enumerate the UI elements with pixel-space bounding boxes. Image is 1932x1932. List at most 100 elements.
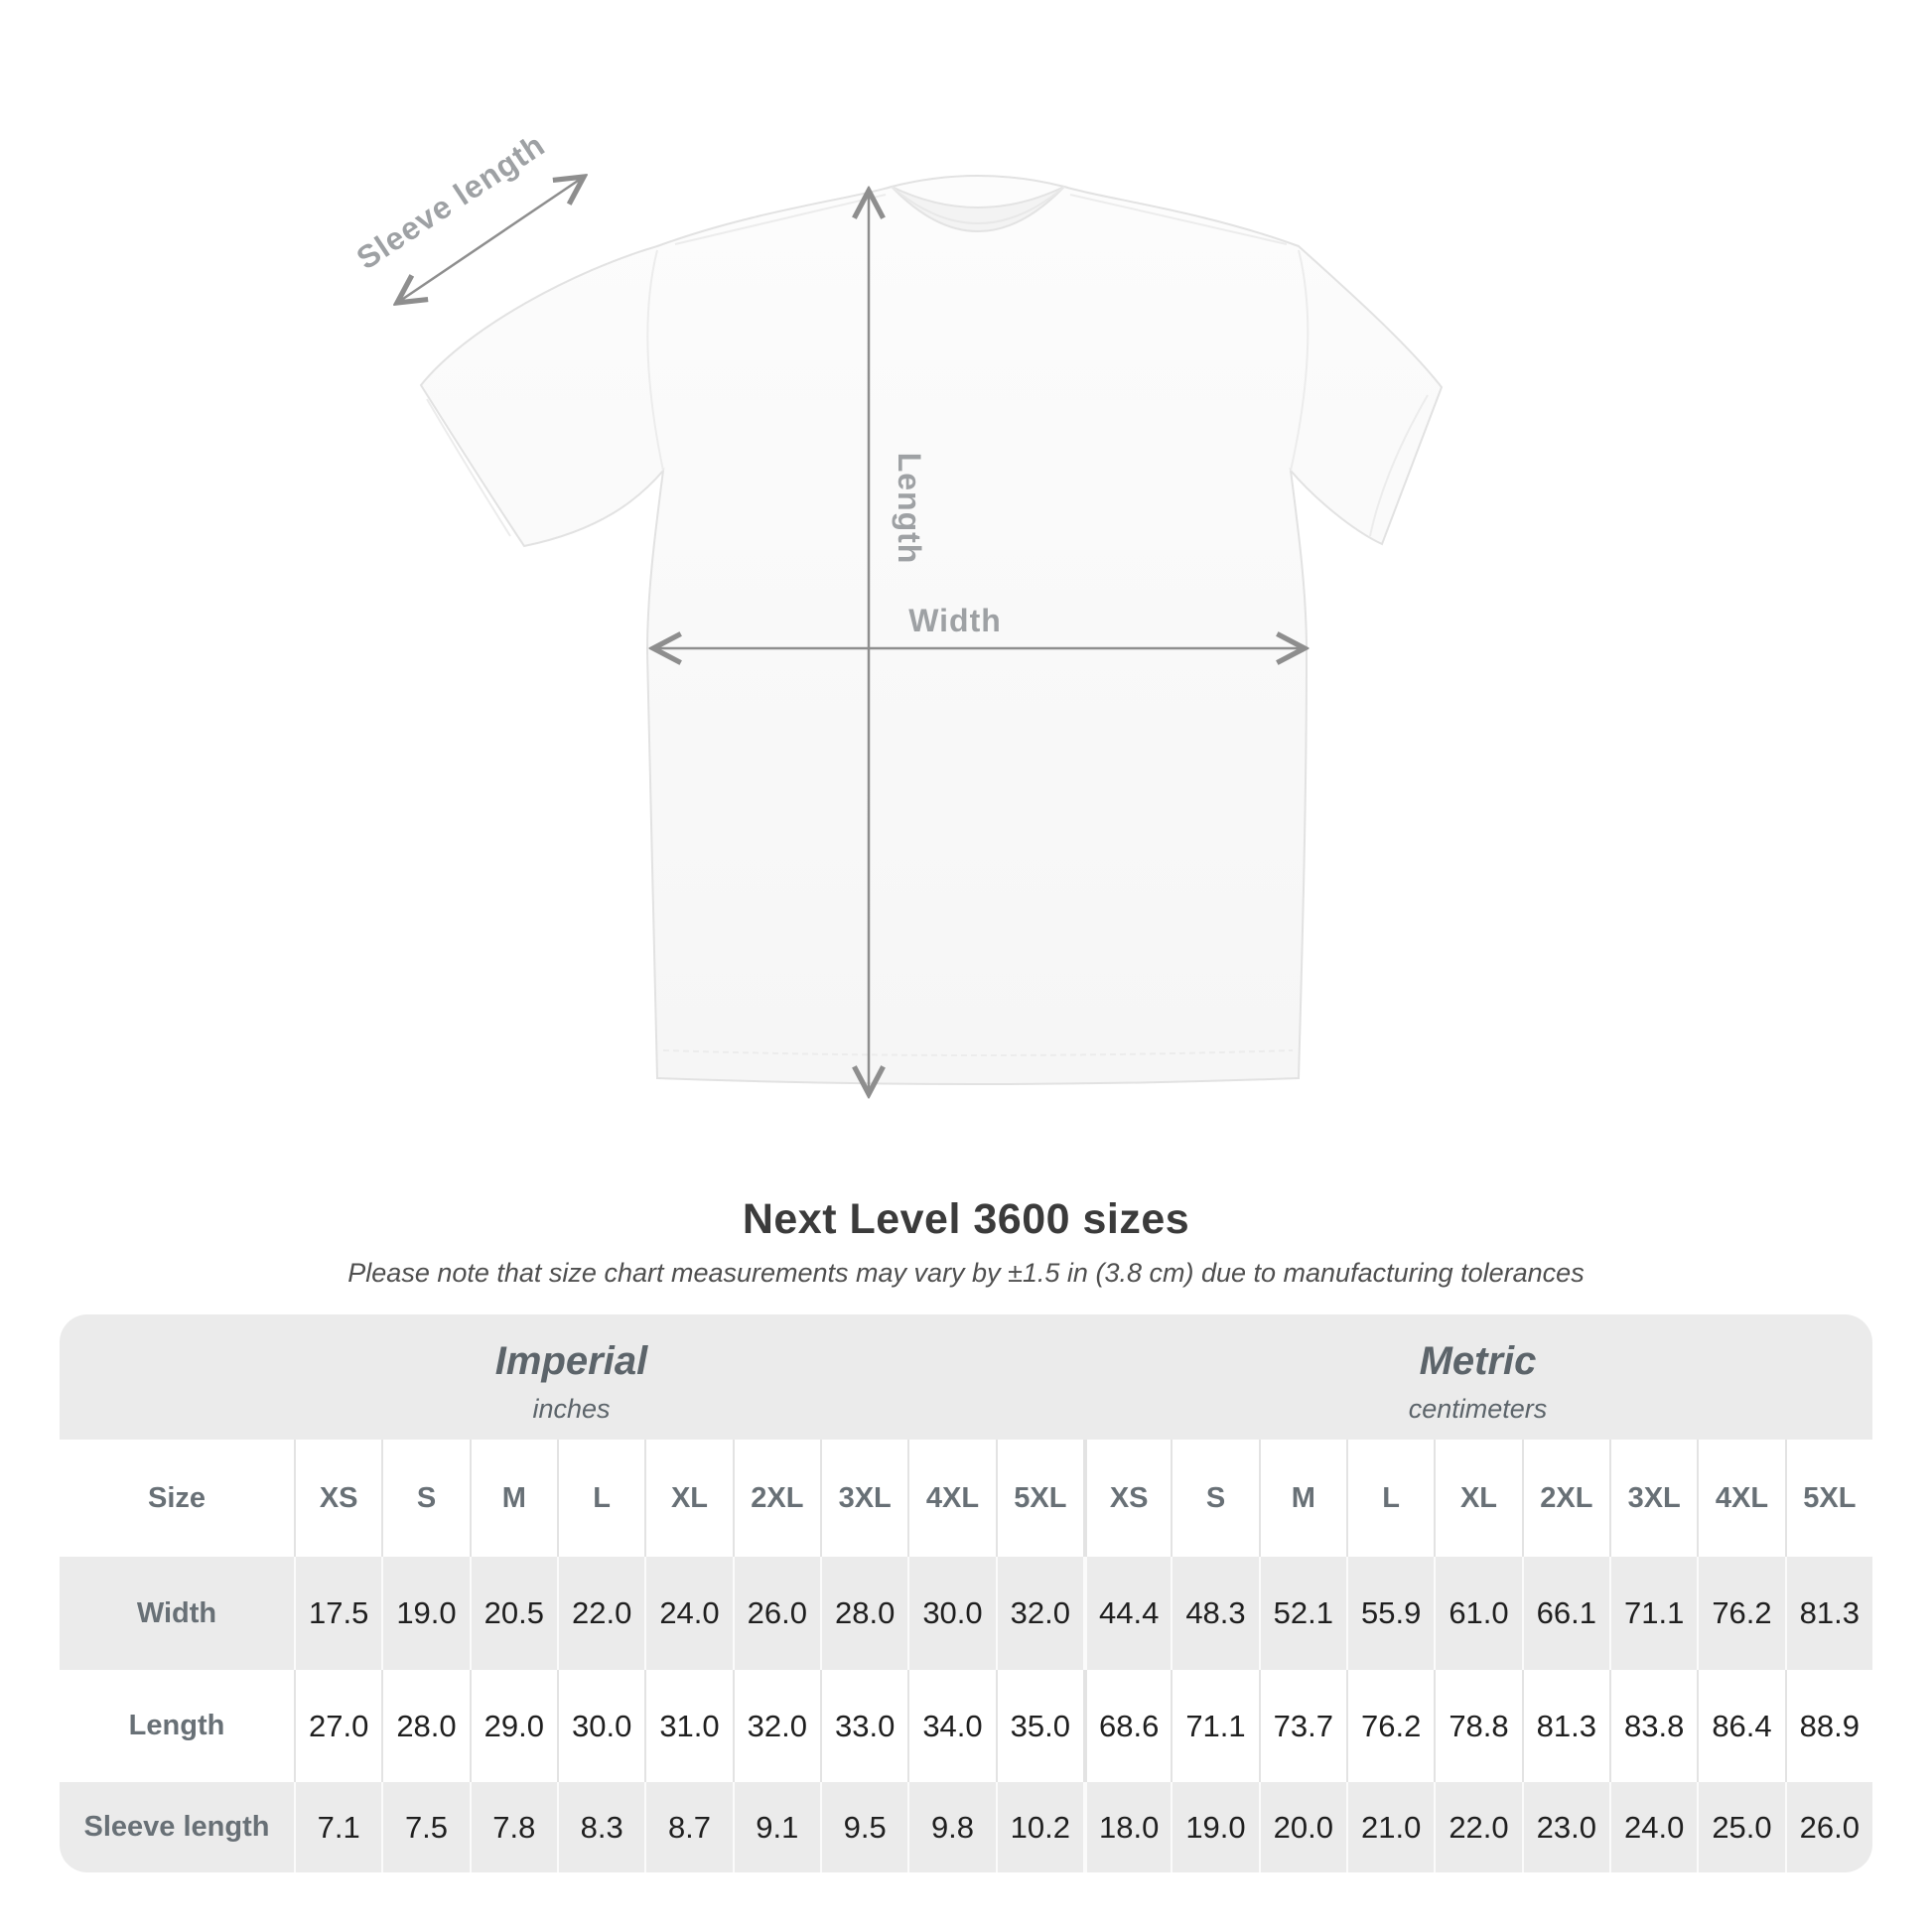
table-cell: 30.0: [907, 1557, 996, 1670]
row-label: Width: [60, 1557, 294, 1670]
collar-stitch: [891, 186, 1065, 224]
size-header-cell: 5XL: [995, 1440, 1083, 1557]
size-header-cell: S: [381, 1440, 470, 1557]
table-cell: 32.0: [995, 1557, 1083, 1670]
size-table: Imperial inches Metric centimeters Size XS S M L…: [60, 1314, 1872, 1872]
table-cell: 7.8: [469, 1782, 557, 1872]
width-label: Width: [908, 603, 1002, 638]
table-cell: 10.2: [995, 1782, 1083, 1872]
table-cell: 61.0: [1434, 1557, 1522, 1670]
table-cell: 29.0: [469, 1670, 557, 1782]
section-label: Metric: [1419, 1339, 1537, 1383]
size-header-cell: 2XL: [1521, 1440, 1609, 1557]
table-cell: 35.0: [995, 1670, 1083, 1782]
table-cell: 9.1: [732, 1782, 820, 1872]
table-cell: 88.9: [1784, 1670, 1872, 1782]
table-cell: 17.5: [294, 1557, 382, 1670]
table-cell: 48.3: [1171, 1557, 1259, 1670]
table-cell: 44.4: [1083, 1557, 1172, 1670]
size-header-cell: S: [1171, 1440, 1259, 1557]
size-header-cell: 5XL: [1784, 1440, 1872, 1557]
table-cell: 26.0: [1784, 1782, 1872, 1872]
table-cell: 31.0: [644, 1670, 733, 1782]
section-sublabel: inches: [532, 1394, 611, 1424]
size-table-container: Imperial inches Metric centimeters Size XS S M L…: [60, 1314, 1872, 1872]
table-cell: 78.8: [1434, 1670, 1522, 1782]
row-label: Length: [60, 1670, 294, 1782]
table-cell: 83.8: [1609, 1670, 1698, 1782]
length-label: Length: [892, 453, 927, 565]
table-cell: 24.0: [1609, 1782, 1698, 1872]
table-cell: 68.6: [1083, 1670, 1172, 1782]
tshirt-diagram-svg: Sleeve length Length Width: [350, 126, 1444, 1181]
table-cell: 71.1: [1171, 1670, 1259, 1782]
size-header-cell: L: [1346, 1440, 1435, 1557]
table-cell: 81.3: [1521, 1670, 1609, 1782]
table-cell: 55.9: [1346, 1557, 1435, 1670]
table-cell: 20.5: [469, 1557, 557, 1670]
table-cell: 86.4: [1697, 1670, 1785, 1782]
size-column-header: Size: [60, 1440, 294, 1557]
size-header-cell: 2XL: [732, 1440, 820, 1557]
size-header-cell: XL: [1434, 1440, 1522, 1557]
table-cell: 32.0: [732, 1670, 820, 1782]
table-cell: 24.0: [644, 1557, 733, 1670]
page-title: Next Level 3600 sizes: [742, 1195, 1190, 1243]
section-label: Imperial: [494, 1339, 648, 1383]
table-cell: 7.1: [294, 1782, 382, 1872]
table-cell: 18.0: [1083, 1782, 1172, 1872]
table-cell: 33.0: [820, 1670, 908, 1782]
table-cell: 34.0: [907, 1670, 996, 1782]
size-header-cell: XS: [1083, 1440, 1172, 1557]
sleeve-seams: [646, 249, 1310, 472]
size-header-cell: XS: [294, 1440, 382, 1557]
sleeve-hems: [426, 394, 1429, 537]
size-header-cell: 4XL: [907, 1440, 996, 1557]
table-cell: 66.1: [1521, 1557, 1609, 1670]
table-cell: 8.3: [557, 1782, 645, 1872]
size-header-cell: 3XL: [1609, 1440, 1698, 1557]
table-cell: 23.0: [1521, 1782, 1609, 1872]
table-cell: 81.3: [1784, 1557, 1872, 1670]
table-cell: 28.0: [381, 1670, 470, 1782]
size-header-cell: 4XL: [1697, 1440, 1785, 1557]
table-cell: 52.1: [1258, 1557, 1346, 1670]
table-cell: 30.0: [557, 1670, 645, 1782]
metric-section-header: Metric centimeters: [1083, 1314, 1872, 1440]
row-label: Sleeve length: [60, 1782, 294, 1872]
table-cell: 28.0: [820, 1557, 908, 1670]
table-cell: 71.1: [1609, 1557, 1698, 1670]
table-cell: 76.2: [1346, 1670, 1435, 1782]
table-cell: 20.0: [1258, 1782, 1346, 1872]
table-cell: 19.0: [381, 1557, 470, 1670]
sleeve-length-label: Sleeve length: [350, 126, 552, 276]
size-header-cell: L: [557, 1440, 645, 1557]
table-cell: 73.7: [1258, 1670, 1346, 1782]
size-header-cell: M: [1258, 1440, 1346, 1557]
hem-stitch: [662, 1049, 1294, 1056]
page-subtitle: Please note that size chart measurements…: [347, 1258, 1585, 1288]
table-cell: 25.0: [1697, 1782, 1785, 1872]
table-cell: 8.7: [644, 1782, 733, 1872]
sleeve-length-arrow: [397, 177, 584, 303]
table-cell: 76.2: [1697, 1557, 1785, 1670]
table-cell: 21.0: [1346, 1782, 1435, 1872]
table-cell: 19.0: [1171, 1782, 1259, 1872]
section-sublabel: centimeters: [1408, 1394, 1548, 1424]
size-header-cell: M: [469, 1440, 557, 1557]
size-header-cell: 3XL: [820, 1440, 908, 1557]
table-cell: 9.8: [907, 1782, 996, 1872]
table-cell: 9.5: [820, 1782, 908, 1872]
imperial-section-header: Imperial inches: [60, 1314, 1083, 1440]
size-header-cell: XL: [644, 1440, 733, 1557]
table-cell: 22.0: [557, 1557, 645, 1670]
table-cell: 26.0: [732, 1557, 820, 1670]
shoulder-seams: [674, 194, 1288, 245]
tshirt-body: [419, 175, 1444, 1085]
table-cell: 7.5: [381, 1782, 470, 1872]
table-cell: 27.0: [294, 1670, 382, 1782]
table-cell: 22.0: [1434, 1782, 1522, 1872]
tshirt-measurement-diagram: Sleeve length Length Width: [350, 126, 1444, 1181]
tshirt-graphic: [419, 175, 1444, 1085]
